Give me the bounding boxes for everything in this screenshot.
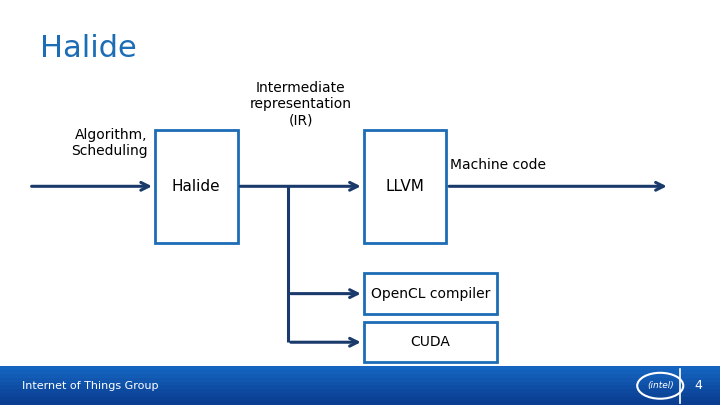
FancyBboxPatch shape xyxy=(155,130,238,243)
Text: OpenCL compiler: OpenCL compiler xyxy=(371,287,490,301)
Text: Intermediate
representation
(IR): Intermediate representation (IR) xyxy=(250,81,351,128)
Text: 4: 4 xyxy=(694,379,702,392)
Text: LLVM: LLVM xyxy=(386,179,424,194)
FancyBboxPatch shape xyxy=(364,130,446,243)
Text: Algorithm,
Scheduling: Algorithm, Scheduling xyxy=(71,128,148,158)
FancyBboxPatch shape xyxy=(364,273,497,314)
FancyBboxPatch shape xyxy=(364,322,497,362)
Text: CUDA: CUDA xyxy=(410,335,450,349)
Text: Machine code: Machine code xyxy=(450,158,546,172)
Text: Halide: Halide xyxy=(172,179,220,194)
Text: (intel): (intel) xyxy=(647,381,674,390)
Text: Halide: Halide xyxy=(40,34,136,64)
Text: Internet of Things Group: Internet of Things Group xyxy=(22,381,158,391)
